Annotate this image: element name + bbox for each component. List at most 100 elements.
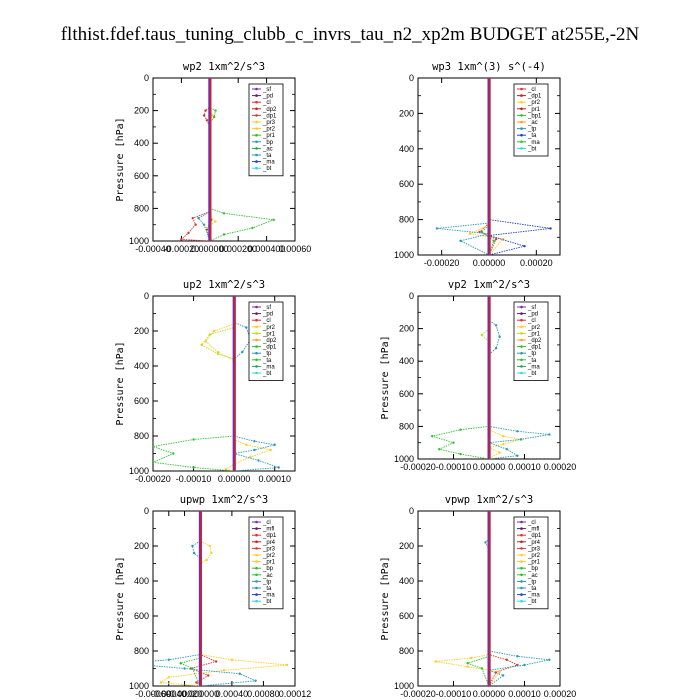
y-tick-label: 400 [134,361,149,371]
legend-entry: _bp [527,566,539,572]
legend-marker [520,318,523,322]
series-point [167,676,170,679]
legend-entry: _ma [527,593,540,599]
legend-entry: _ma [262,593,275,599]
y-tick-label: 200 [134,106,149,116]
series-point [480,230,484,234]
series-point [205,226,209,230]
series-point [214,220,217,223]
series-point [249,455,252,459]
series-point [191,216,194,220]
panel-4: upwp 1xm^2/s^3 Pressure [hPa] 0 200 400 600 80… [115,494,311,699]
series-dp1 [430,296,490,459]
series-point [480,667,484,670]
y-axis-label: Pressure [hPa] [380,556,391,640]
legend-entry: _dp1 [527,94,542,100]
series-group [180,78,275,241]
panel-title: up2 1xm^2/s^3 [183,279,265,291]
legend-marker [520,100,523,104]
series-bp [197,78,211,241]
legend-marker [255,120,258,124]
legend-entry: _pr2 [527,553,541,559]
legend-entry: _ac [527,573,538,579]
series-point [210,551,213,555]
y-tick-label: 200 [134,326,149,336]
series-point [197,216,200,220]
series-point [192,438,195,441]
y-tick-label: 1000 [394,454,414,464]
series-point [523,663,526,667]
legend-entry: _pr1 [527,331,541,337]
legend-marker [520,87,523,91]
series-point [222,212,226,215]
legend-marker [520,599,523,603]
series-group [435,78,552,255]
legend-entry: _pr1 [262,560,276,566]
legend-entry: _ta [527,586,537,592]
x-tick-label: -0.00040 [151,689,187,699]
series-point [269,448,272,452]
series-point [494,324,498,327]
legend-entry: _pd [262,94,273,100]
x-tick-label: -0.00020 [167,689,203,699]
series-point [519,438,523,441]
legend-marker [255,338,258,342]
series-group [153,296,280,471]
series-point [214,109,217,112]
series-point [516,454,519,457]
series-point [516,430,519,433]
legend-entry: _ma [262,160,275,166]
legend-entry: _pd [527,312,538,318]
legend-marker [255,100,258,104]
series-pr2 [468,78,505,255]
legend-marker [255,345,258,348]
legend-entry: _cl [527,87,536,93]
series-point [216,352,220,355]
legend-marker [255,527,258,530]
series-point [214,660,218,663]
legend-entry: _tp [527,579,537,585]
legend-marker [255,573,258,577]
series-dp1 [488,511,519,686]
series-point [195,681,198,684]
x-tick-label: -0.00020 [164,244,200,254]
legend-entry: _pr3 [262,546,276,552]
y-axis-label: Pressure [hPa] [115,556,126,640]
series-point [153,445,155,448]
series-point [207,674,210,677]
legend-entry: _tp [262,579,272,585]
x-tick-label: 0.00020 [544,462,577,472]
series-point [208,333,211,336]
legend-entry: _pr1 [262,331,276,337]
series-point [205,558,208,562]
x-tick-label: -0.00010 [176,474,212,484]
legend-marker [520,560,523,563]
series-point [459,452,462,456]
series-point [459,239,462,243]
panel-title: upwp 1xm^2/s^3 [180,494,269,506]
series-point [194,223,197,226]
x-tick-label: -0.00060 [135,689,171,699]
legend-entry: _pr3 [262,120,276,126]
y-tick-label: 1000 [129,236,149,246]
series-point [222,233,226,236]
y-tick-label: 200 [134,541,149,551]
legend-entry: _ac [527,120,538,126]
series-point [230,658,234,661]
y-tick-label: 800 [134,431,149,441]
series-point [438,448,441,451]
x-tick-label: 0.00020 [544,689,577,699]
series-point [167,658,170,661]
series-point [253,440,256,443]
series-point [187,231,190,235]
legend-entry: _tp [527,351,537,357]
legend-entry: _dp2 [262,107,277,113]
legend-marker [255,560,258,563]
series-point [498,335,501,338]
legend-marker [255,332,258,335]
legend-marker [520,520,523,524]
series-point [548,433,551,436]
legend-marker [520,345,523,348]
legend-marker [255,166,258,170]
x-tick-label: 0.00000 [473,462,506,472]
